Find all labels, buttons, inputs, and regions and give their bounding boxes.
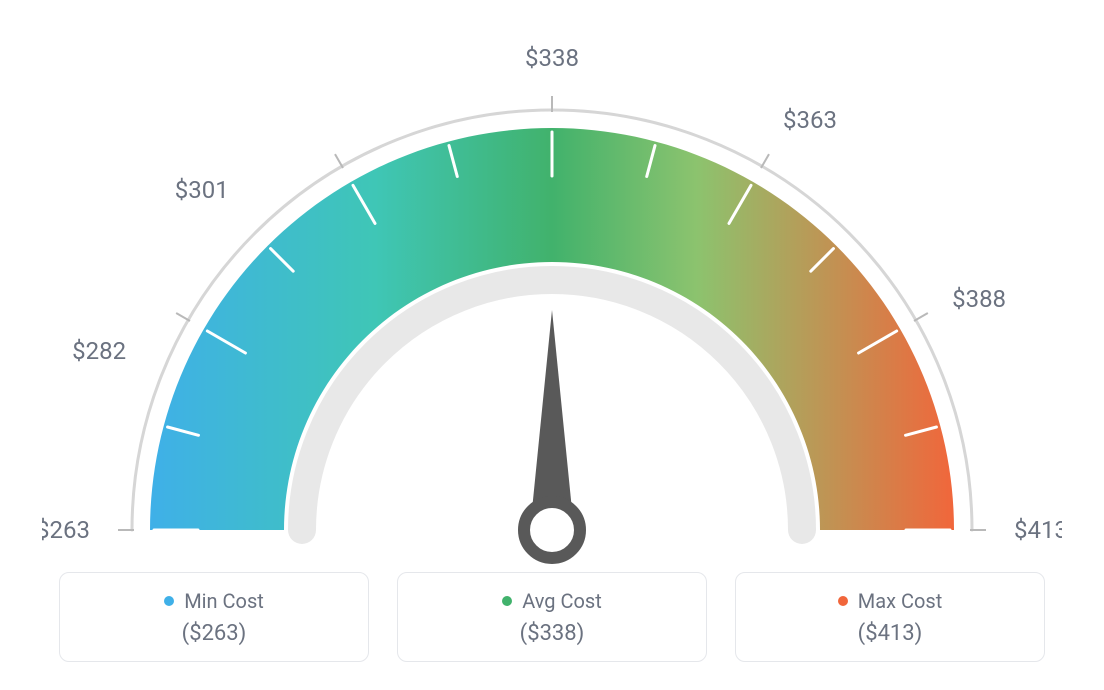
legend-dot-avg <box>502 596 512 606</box>
legend-row: Min Cost ($263) Avg Cost ($338) Max Cost… <box>59 572 1045 662</box>
legend-avg-top: Avg Cost <box>502 589 602 613</box>
legend-min-label: Min Cost <box>184 589 264 613</box>
legend-card-min: Min Cost ($263) <box>59 572 369 662</box>
gauge-tick-label: $263 <box>42 516 90 544</box>
legend-min-value: ($263) <box>182 621 247 646</box>
legend-dot-min <box>164 596 174 606</box>
legend-avg-value: ($338) <box>520 621 585 646</box>
legend-max-value: ($413) <box>858 621 923 646</box>
gauge-svg: $263 $282 $301 $338 $363 $388 $413 <box>42 10 1062 570</box>
legend-card-max: Max Cost ($413) <box>735 572 1045 662</box>
legend-dot-max <box>838 596 848 606</box>
legend-max-top: Max Cost <box>838 589 943 613</box>
legend-max-label: Max Cost <box>858 589 943 613</box>
gauge-chart: $263 $282 $301 $338 $363 $388 $413 <box>42 10 1062 570</box>
gauge-tick-label: $363 <box>783 106 837 134</box>
gauge-tick-label: $301 <box>175 176 229 204</box>
legend-min-top: Min Cost <box>164 589 264 613</box>
legend-avg-label: Avg Cost <box>522 589 602 613</box>
gauge-tick-label: $282 <box>72 337 126 365</box>
gauge-tick-label: $388 <box>952 285 1006 313</box>
gauge-tick-label: $338 <box>525 44 579 72</box>
gauge-tick-label: $413 <box>1014 516 1062 544</box>
legend-card-avg: Avg Cost ($338) <box>397 572 707 662</box>
